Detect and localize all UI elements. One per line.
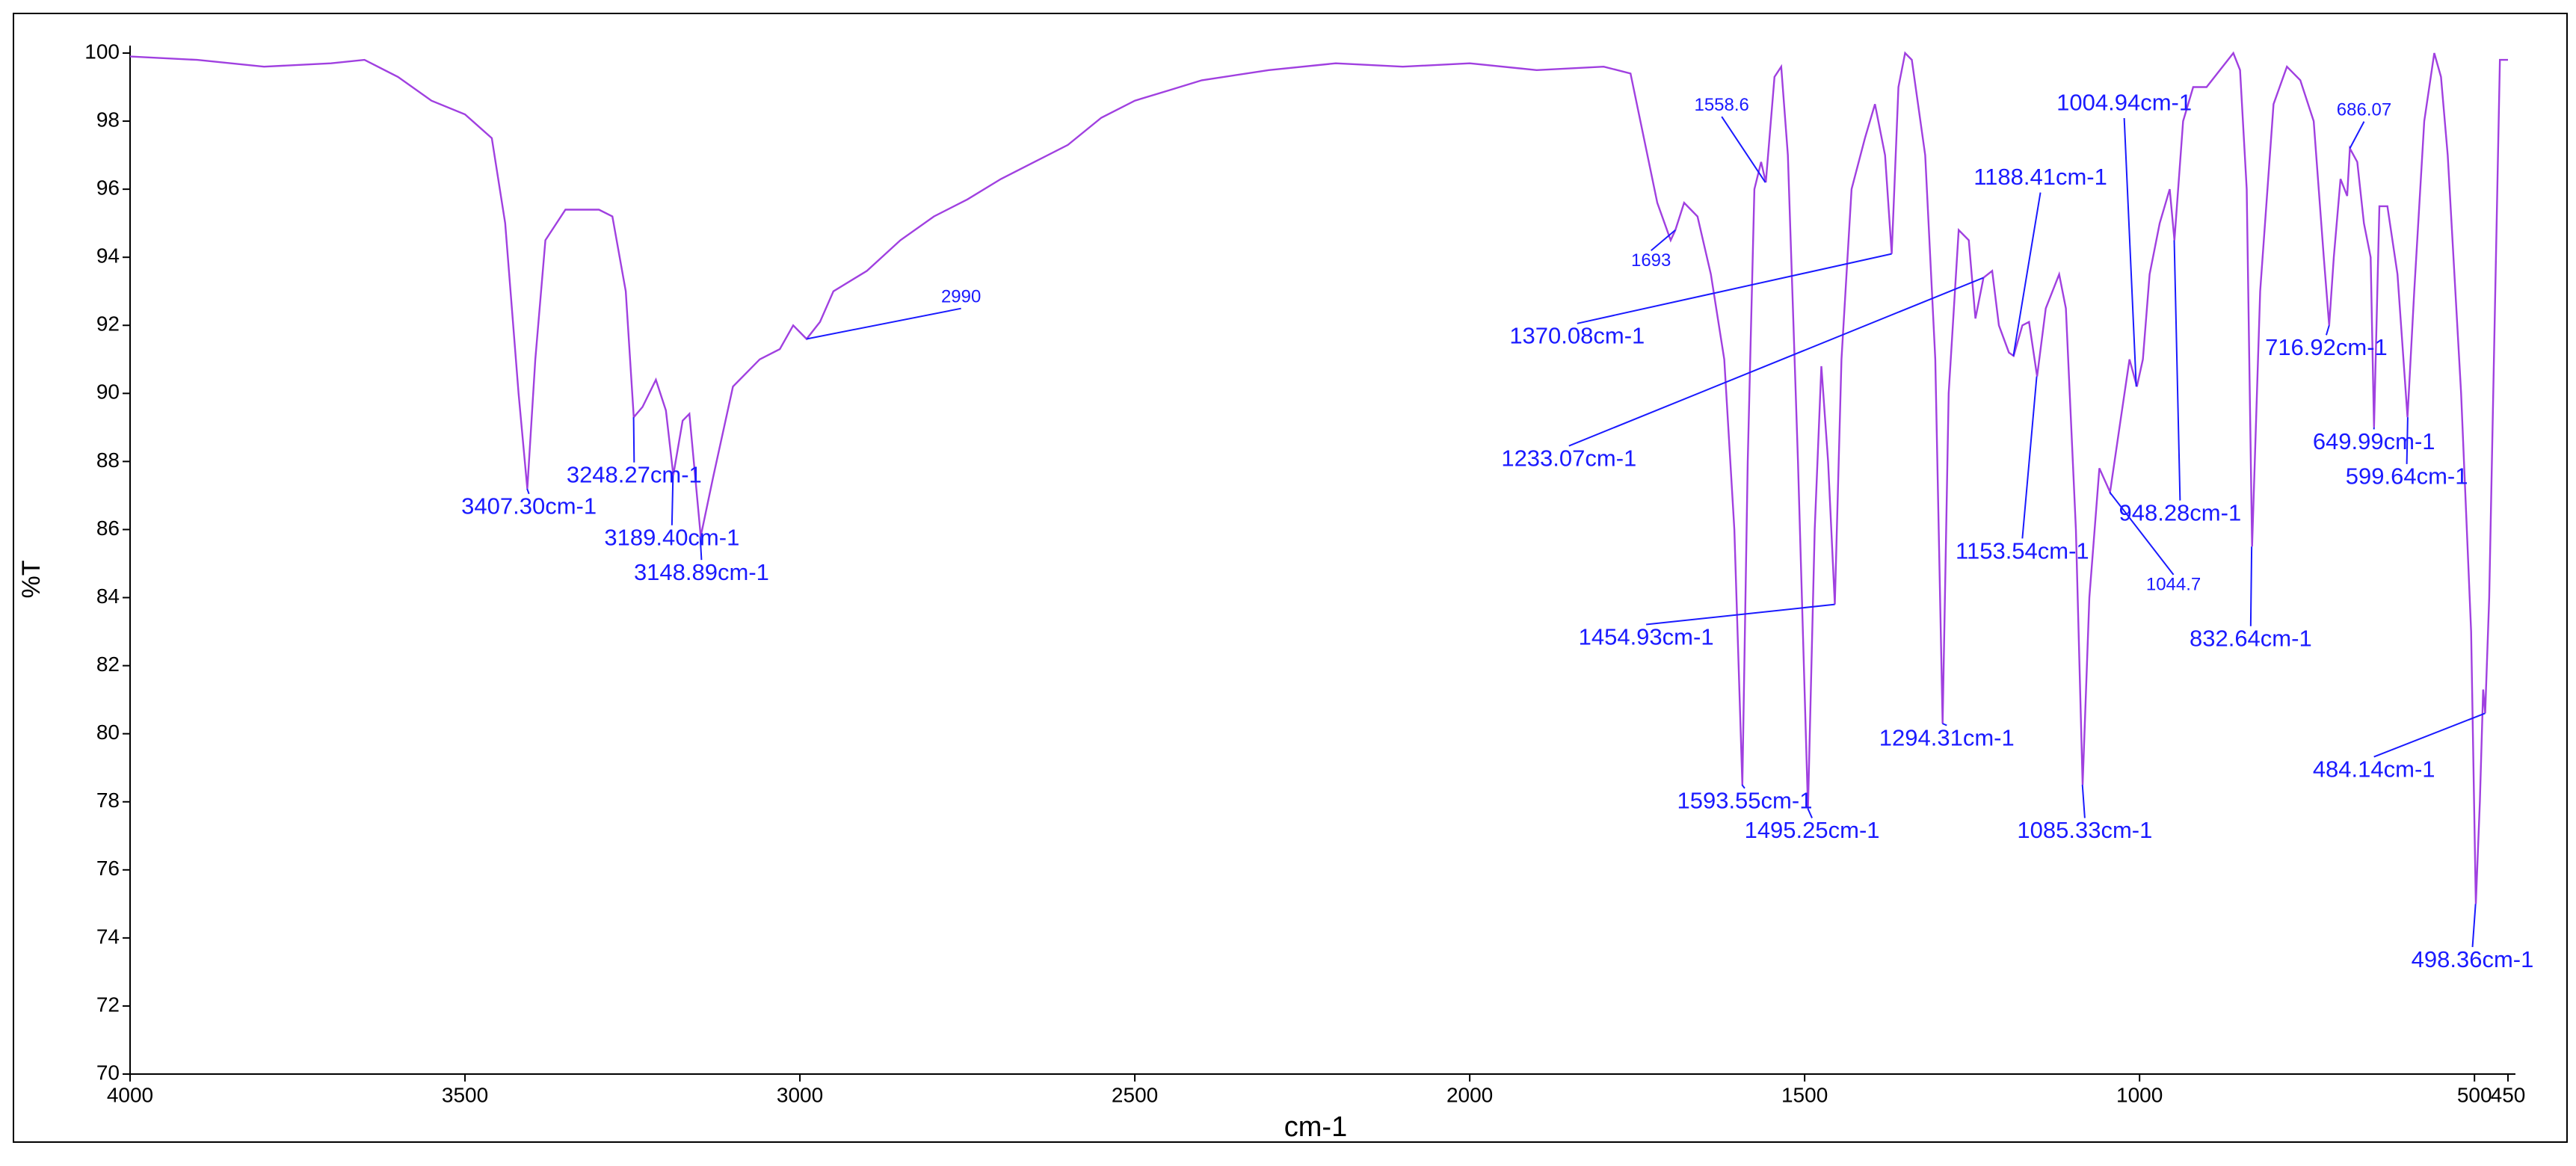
x-tick-label: 3500 <box>442 1083 488 1106</box>
annotation-leader <box>1807 808 1813 818</box>
annotation-leader <box>806 307 961 340</box>
annotation-label: 1188.41cm-1 <box>1973 164 2107 190</box>
y-tick-label: 100 <box>84 40 120 63</box>
annotation-leader <box>2373 712 2486 758</box>
annotation-label: 599.64cm-1 <box>2346 463 2468 490</box>
annotation-leader <box>1942 723 1947 727</box>
x-tick-label: 500 <box>2457 1083 2492 1106</box>
annotation-leader <box>671 475 674 525</box>
annotation-leader <box>2406 417 2409 464</box>
annotation-label: 716.92cm-1 <box>2265 334 2388 360</box>
annotation-leader <box>2021 376 2038 539</box>
y-tick-label: 96 <box>96 176 120 200</box>
annotation-label: 1044.7 <box>2146 575 2201 595</box>
y-tick-label: 82 <box>96 653 120 676</box>
x-tick-label: 450 <box>2491 1083 2526 1106</box>
y-tick-label: 94 <box>96 244 120 268</box>
annotation-leader <box>1568 277 1984 447</box>
annotation-label: 1294.31cm-1 <box>1879 724 2015 750</box>
annotation-leader <box>1721 116 1766 183</box>
annotation-leader <box>1651 229 1676 251</box>
annotation-label: 3189.40cm-1 <box>604 525 739 551</box>
annotation-label: 484.14cm-1 <box>2313 756 2435 782</box>
annotation-label: 2990 <box>941 287 981 307</box>
annotation-label: 1004.94cm-1 <box>2056 90 2192 116</box>
y-tick-label: 74 <box>96 925 120 948</box>
y-tick-label: 70 <box>96 1061 120 1084</box>
annotation-label: 498.36cm-1 <box>2412 946 2534 972</box>
x-tick-label: 1500 <box>1781 1083 1828 1106</box>
annotation-label: 3407.30cm-1 <box>461 493 597 519</box>
annotation-leader <box>2081 784 2086 818</box>
x-axis-label: cm-1 <box>1284 1111 1347 1143</box>
annotation-leader <box>2325 324 2330 336</box>
annotation-leader <box>1645 603 1835 626</box>
annotation-leader <box>699 536 703 561</box>
annotation-leader <box>1741 784 1745 789</box>
y-axis-label: %T <box>17 561 46 599</box>
y-tick-label: 90 <box>96 380 120 404</box>
annotation-label: 1233.07cm-1 <box>1501 445 1636 471</box>
annotation-label: 1495.25cm-1 <box>1745 817 1880 843</box>
annotation-label: 1454.93cm-1 <box>1579 623 1714 650</box>
annotation-label: 1558.6 <box>1694 95 1748 115</box>
annotation-label: 1593.55cm-1 <box>1677 787 1812 813</box>
frame <box>13 13 2568 1143</box>
annotation-label: 1370.08cm-1 <box>1509 323 1645 349</box>
y-tick-label: 92 <box>96 312 120 336</box>
annotation-leader <box>2123 117 2137 387</box>
annotation-label: 948.28cm-1 <box>2119 499 2241 525</box>
annotation-leader <box>2349 121 2365 149</box>
y-tick-label: 76 <box>96 857 120 880</box>
y-tick-label: 86 <box>96 516 120 540</box>
annotation-leader <box>1577 253 1892 324</box>
annotation-label: 686.07 <box>2337 100 2391 120</box>
annotation-leader <box>526 488 530 495</box>
y-tick-label: 88 <box>96 448 120 472</box>
annotation-label: 3248.27cm-1 <box>567 461 702 487</box>
x-tick-label: 4000 <box>107 1083 153 1106</box>
annotation-label: 1153.54cm-1 <box>1956 537 2089 564</box>
y-tick-label: 72 <box>96 993 120 1016</box>
x-tick-label: 2000 <box>1446 1083 1493 1106</box>
annotation-leader <box>2173 240 2181 501</box>
annotation-leader <box>2471 904 2477 948</box>
annotation-label: 1085.33cm-1 <box>2017 817 2152 843</box>
annotation-label: 649.99cm-1 <box>2313 428 2435 454</box>
annotation-leader <box>632 417 635 463</box>
spectrum-line <box>129 51 2508 904</box>
annotation-leader <box>2109 491 2175 576</box>
annotation-label: 1693 <box>1631 250 1671 271</box>
y-tick-label: 98 <box>96 108 120 131</box>
y-tick-label: 84 <box>96 584 120 608</box>
annotation-label: 3148.89cm-1 <box>634 559 769 585</box>
x-tick-label: 2500 <box>1112 1083 1158 1106</box>
annotation-leader <box>2249 546 2253 626</box>
x-tick-label: 3000 <box>777 1083 823 1106</box>
y-tick-label: 78 <box>96 789 120 812</box>
annotation-label: 832.64cm-1 <box>2190 626 2312 652</box>
annotation-leader <box>2012 192 2042 357</box>
y-tick-label: 80 <box>96 721 120 744</box>
x-tick-label: 1000 <box>2116 1083 2163 1106</box>
